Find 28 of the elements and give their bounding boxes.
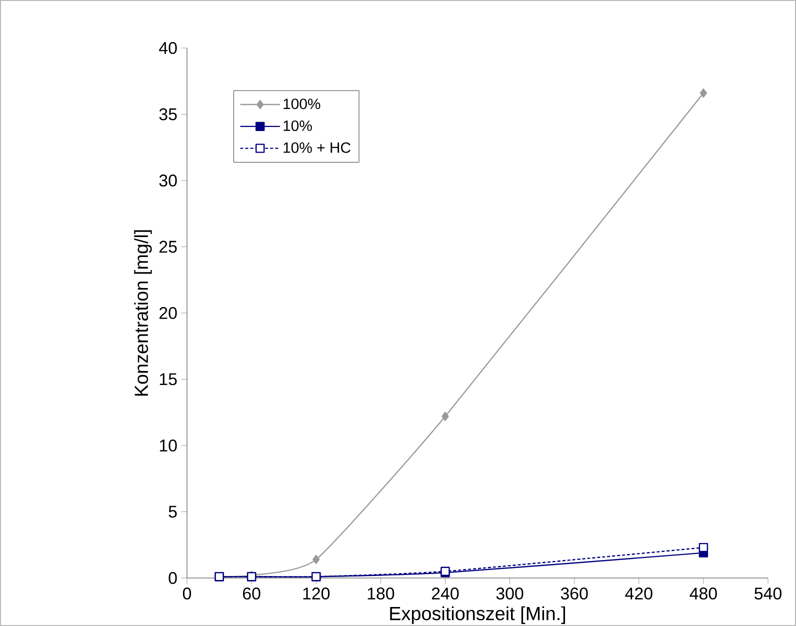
x-tick-label: 360	[560, 588, 588, 600]
point	[442, 412, 449, 421]
x-tick-label: 0	[182, 588, 192, 600]
x-tick-label: 540	[754, 588, 782, 600]
y-tick-label: 30	[159, 174, 177, 186]
legend-label: 10% + HC	[284, 142, 350, 153]
point	[698, 542, 708, 552]
x-tick-label: 60	[242, 588, 260, 600]
x-axis-title: Expositionszeit [Min.]	[390, 606, 566, 624]
y-tick-label: 40	[159, 42, 177, 54]
x-tick-label: 480	[690, 588, 717, 600]
y-axis-title: Konzentration [mg/l]	[134, 230, 152, 396]
legend-label: 100%	[284, 98, 320, 110]
y-tick-label: 35	[159, 108, 177, 120]
point	[312, 554, 320, 564]
y-tick-label: 25	[160, 240, 177, 253]
y-tick-label: 20	[160, 307, 177, 319]
legend-label: 10%	[284, 120, 312, 132]
x-tick-label: 420	[625, 588, 652, 600]
x-tick-label: 300	[496, 588, 524, 600]
x-tick-label: 180	[368, 588, 394, 600]
x-tick-label: 120	[303, 588, 330, 600]
point	[700, 88, 708, 98]
y-tick-label: 5	[168, 506, 177, 518]
y-tick-label: 0	[168, 572, 177, 584]
y-tick-label: 10	[160, 440, 177, 452]
x-tick-label: 240	[432, 588, 459, 600]
y-tick-label: 15	[160, 373, 177, 386]
